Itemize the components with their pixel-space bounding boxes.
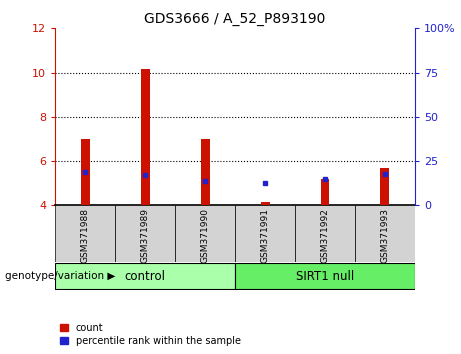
Bar — [295, 205, 355, 262]
Text: control: control — [125, 270, 165, 282]
Text: GSM371990: GSM371990 — [201, 208, 210, 263]
Bar — [55, 263, 235, 289]
Bar — [81, 139, 90, 205]
Bar — [320, 179, 330, 205]
Text: GSM371993: GSM371993 — [380, 208, 390, 263]
Bar — [235, 263, 415, 289]
Text: GSM371989: GSM371989 — [141, 208, 150, 263]
Title: GDS3666 / A_52_P893190: GDS3666 / A_52_P893190 — [144, 12, 326, 26]
Bar — [175, 205, 235, 262]
Bar — [115, 205, 175, 262]
Text: SIRT1 null: SIRT1 null — [296, 270, 354, 282]
Text: GSM371988: GSM371988 — [81, 208, 90, 263]
Bar — [141, 69, 150, 205]
Bar — [235, 205, 295, 262]
Bar — [380, 168, 390, 205]
Text: GSM371991: GSM371991 — [260, 208, 270, 263]
Bar — [201, 139, 210, 205]
Bar — [355, 205, 415, 262]
Legend: count, percentile rank within the sample: count, percentile rank within the sample — [60, 323, 241, 346]
Bar — [260, 202, 270, 205]
Text: genotype/variation ▶: genotype/variation ▶ — [5, 271, 115, 281]
Text: GSM371992: GSM371992 — [320, 208, 330, 263]
Bar — [55, 205, 115, 262]
